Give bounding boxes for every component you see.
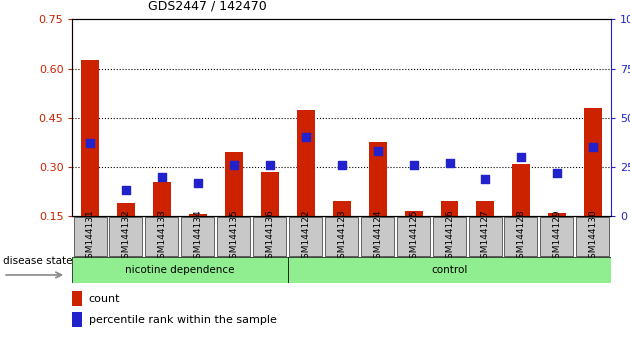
Point: [480, 176, 490, 182]
Bar: [72, 291, 82, 306]
Bar: [146, 217, 178, 256]
Text: GSM144128: GSM144128: [517, 209, 526, 264]
Bar: [397, 217, 430, 256]
Text: GSM144131: GSM144131: [86, 209, 95, 264]
Point: [552, 170, 562, 176]
Text: GSM144122: GSM144122: [301, 209, 311, 263]
Bar: [72, 257, 288, 283]
Text: GSM144132: GSM144132: [122, 209, 131, 264]
Bar: [576, 217, 609, 256]
Text: nicotine dependence: nicotine dependence: [125, 265, 235, 275]
Bar: [333, 201, 351, 216]
Point: [588, 144, 598, 150]
Text: GSM144130: GSM144130: [588, 209, 598, 264]
Point: [85, 141, 96, 146]
Text: GSM144126: GSM144126: [445, 209, 454, 264]
Point: [445, 160, 455, 166]
Bar: [325, 217, 358, 256]
Point: [229, 162, 239, 168]
Point: [336, 162, 346, 168]
Point: [265, 162, 275, 168]
Point: [408, 162, 418, 168]
Text: GSM144134: GSM144134: [193, 209, 203, 264]
Text: GSM144136: GSM144136: [265, 209, 275, 264]
Point: [158, 174, 168, 179]
Bar: [404, 211, 423, 216]
Bar: [288, 257, 611, 283]
Text: GSM144135: GSM144135: [229, 209, 239, 264]
Bar: [361, 217, 394, 256]
Bar: [189, 214, 207, 216]
Point: [121, 188, 131, 193]
Text: GSM144124: GSM144124: [373, 209, 382, 263]
Bar: [369, 142, 387, 216]
Text: disease state: disease state: [3, 256, 72, 266]
Point: [516, 154, 526, 160]
Bar: [512, 164, 530, 216]
Bar: [217, 217, 250, 256]
Bar: [110, 217, 142, 256]
Text: GSM144127: GSM144127: [481, 209, 490, 264]
Bar: [433, 217, 466, 256]
Bar: [181, 217, 214, 256]
Bar: [153, 182, 171, 216]
Text: count: count: [89, 293, 120, 304]
Bar: [548, 213, 566, 216]
Bar: [253, 217, 286, 256]
Text: percentile rank within the sample: percentile rank within the sample: [89, 315, 277, 325]
Text: GSM144133: GSM144133: [158, 209, 167, 264]
Bar: [225, 152, 243, 216]
Bar: [476, 201, 495, 216]
Text: GSM144125: GSM144125: [409, 209, 418, 264]
Bar: [72, 312, 82, 327]
Bar: [505, 217, 537, 256]
Text: GSM144123: GSM144123: [337, 209, 346, 264]
Bar: [74, 217, 106, 256]
Bar: [117, 203, 135, 216]
Point: [301, 135, 311, 140]
Bar: [261, 172, 279, 216]
Point: [372, 148, 382, 154]
Text: control: control: [432, 265, 467, 275]
Bar: [541, 217, 573, 256]
Bar: [297, 109, 315, 216]
Bar: [289, 217, 322, 256]
Bar: [440, 201, 459, 216]
Bar: [584, 108, 602, 216]
Text: GSM144129: GSM144129: [553, 209, 562, 264]
Point: [193, 180, 203, 185]
Bar: [81, 61, 100, 216]
Text: GDS2447 / 142470: GDS2447 / 142470: [148, 0, 266, 12]
Bar: [469, 217, 501, 256]
